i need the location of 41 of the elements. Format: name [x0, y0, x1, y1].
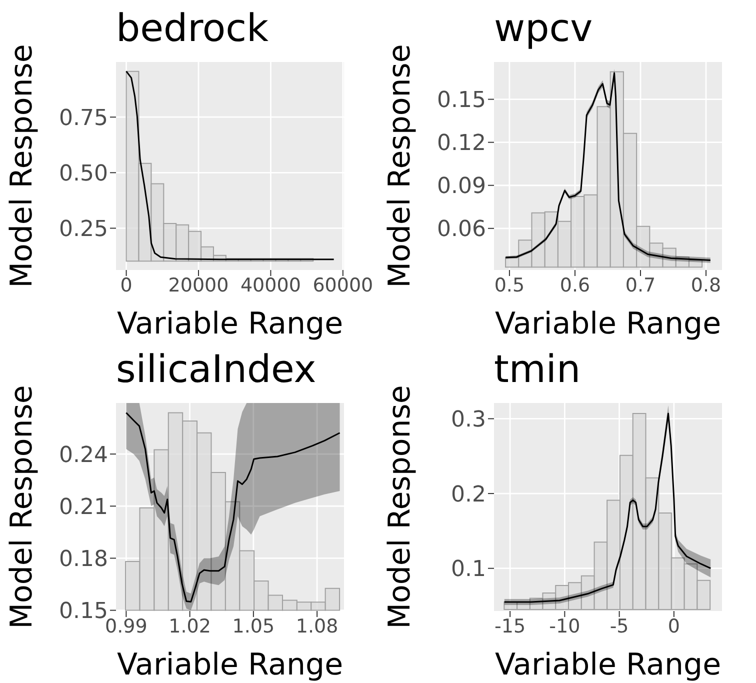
y-tick-label: 0.1: [451, 557, 486, 582]
y-tick-label: 0.12: [437, 131, 486, 156]
y-axis-title: Model Response: [382, 44, 418, 288]
x-axis-title: Variable Range: [494, 648, 722, 682]
y-tick-label: 0.25: [59, 217, 108, 242]
y-axis-title: Model Response: [4, 44, 40, 288]
x-tick-label: 1.08: [296, 615, 338, 638]
y-tick-label: 0.75: [59, 106, 108, 131]
x-axis-title: Variable Range: [494, 306, 722, 342]
x-tick-label: 0.5: [494, 274, 525, 296]
x-tick-label: 0: [668, 615, 680, 638]
x-axis-title: Variable Range: [116, 648, 344, 682]
x-tick-label: 0.7: [625, 274, 656, 296]
y-tick-label: 0.2: [451, 482, 486, 508]
y-tick-label: 0.24: [59, 442, 108, 468]
x-tick-label: -5: [610, 615, 629, 638]
x-tick-label: -15: [494, 615, 526, 638]
x-tick-label: 0.99: [105, 615, 148, 638]
y-tick-label: 0.21: [59, 494, 108, 520]
x-tick-label: 0: [120, 274, 132, 296]
x-tick-label: 20000: [168, 274, 229, 296]
chart-title: bedrock: [116, 5, 269, 52]
x-tick-label: 60000: [312, 274, 374, 296]
chart-title: wpcv: [494, 5, 593, 52]
x-tick-label: 0.6: [560, 274, 590, 296]
chart-title: silicaIndex: [116, 346, 316, 393]
x-tick-label: 1.05: [232, 615, 275, 638]
x-tick-label: -10: [549, 615, 580, 638]
y-tick-label: 0.09: [437, 174, 486, 200]
y-tick-label: 0.15: [437, 88, 486, 114]
x-tick-label: 1.02: [168, 615, 211, 638]
chart-title: tmin: [494, 346, 581, 393]
x-tick-label: 0.8: [690, 274, 722, 296]
x-axis-title: Variable Range: [116, 306, 344, 342]
x-tick-label: 40000: [240, 274, 301, 296]
y-tick-label: 0.50: [59, 161, 108, 186]
y-tick-label: 0.3: [451, 408, 486, 433]
y-tick-label: 0.18: [59, 547, 108, 572]
y-axis-title: Model Response: [382, 385, 418, 629]
y-axis-title: Model Response: [4, 385, 40, 629]
y-tick-label: 0.06: [437, 217, 486, 242]
